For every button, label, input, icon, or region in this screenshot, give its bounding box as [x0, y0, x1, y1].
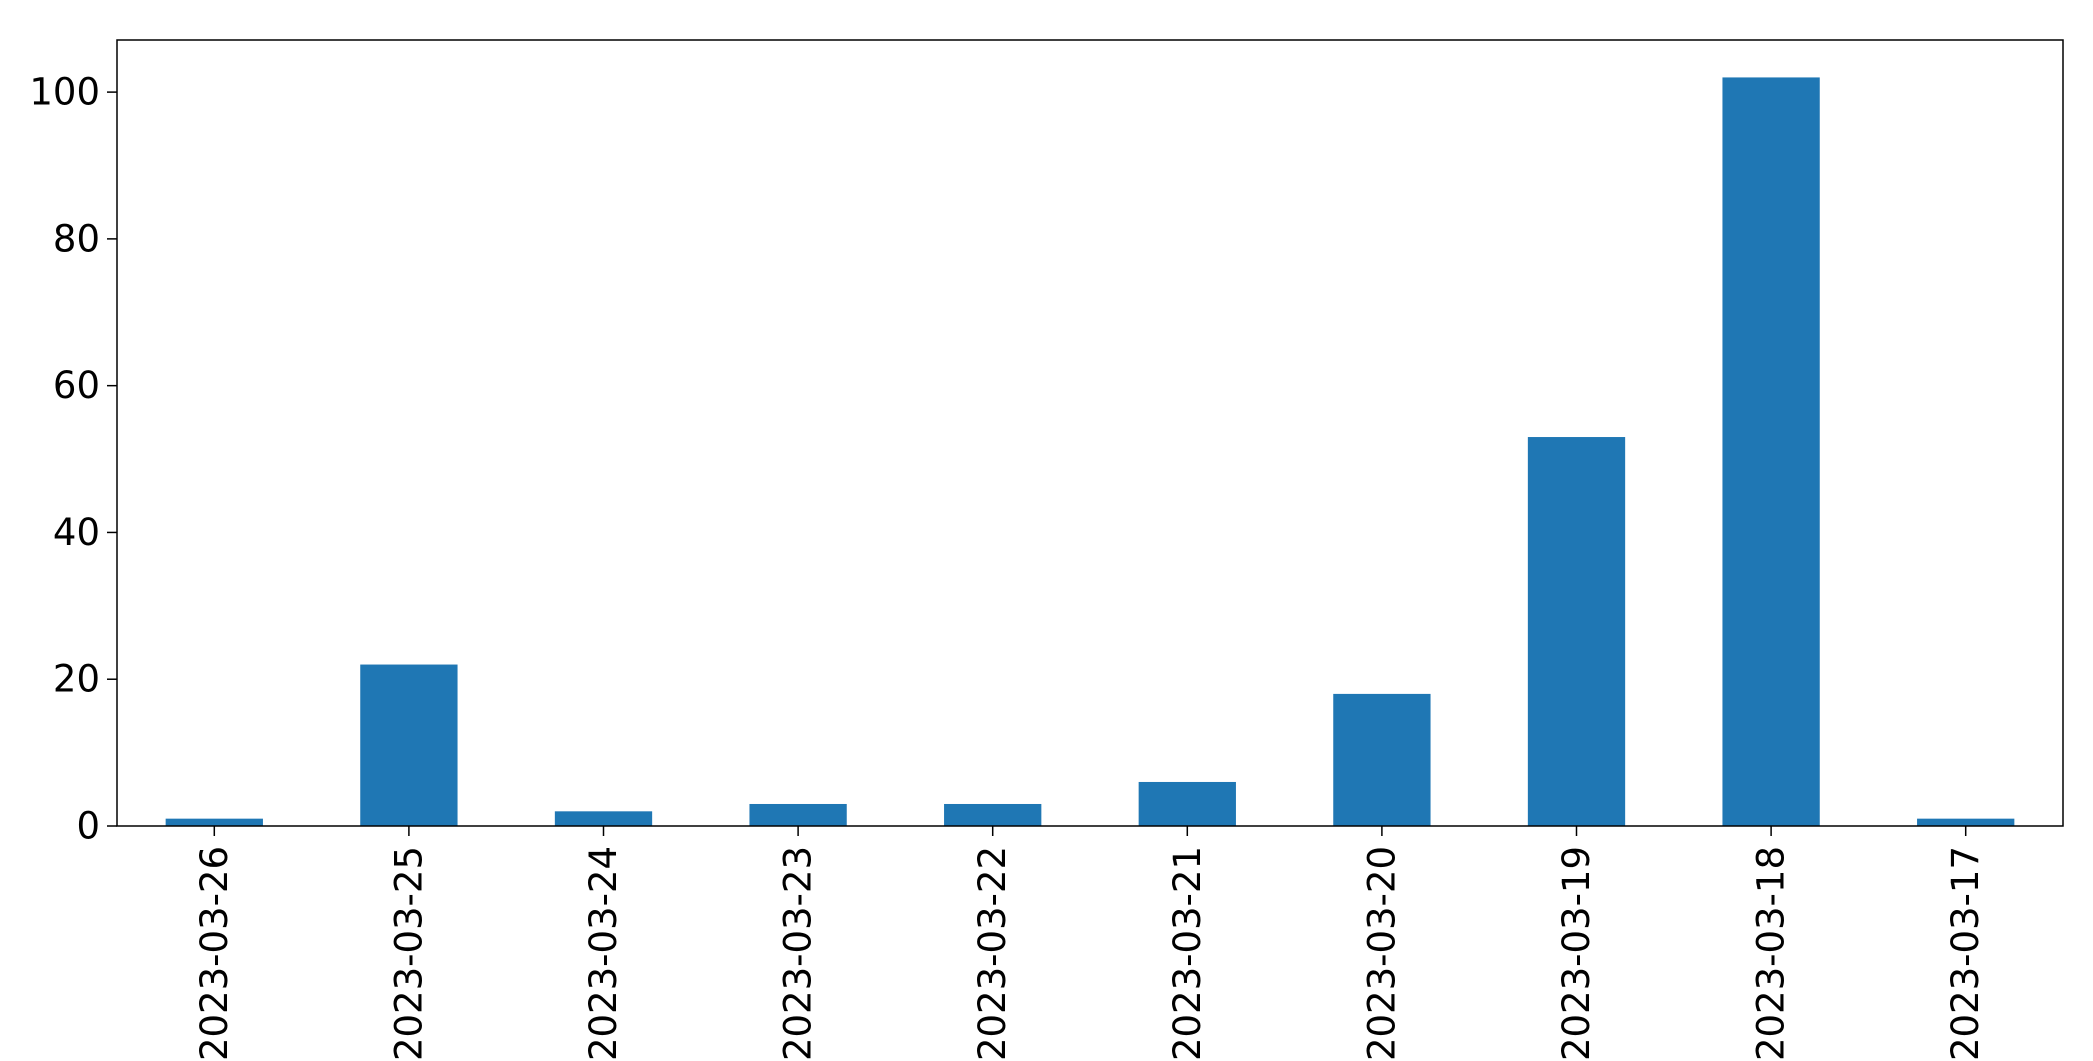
- bar-2023-03-25: [360, 664, 458, 826]
- y-tick-label: 40: [53, 511, 100, 554]
- x-tick-label: 2023-03-26: [193, 846, 236, 1061]
- y-tick-label: 100: [29, 71, 100, 114]
- x-tick-label: 2023-03-20: [1360, 846, 1403, 1061]
- x-tick-label: 2023-03-18: [1750, 846, 1793, 1061]
- x-tick-label: 2023-03-23: [777, 846, 820, 1061]
- y-tick-label: 20: [53, 658, 100, 701]
- bar-2023-03-26: [165, 818, 263, 826]
- y-tick-label: 80: [53, 217, 100, 260]
- x-tick-label: 2023-03-25: [387, 846, 430, 1061]
- x-tick-label: 2023-03-21: [1166, 846, 1209, 1061]
- bar-2023-03-17: [1917, 818, 2015, 826]
- bar-2023-03-19: [1527, 437, 1626, 826]
- bar-2023-03-24: [554, 811, 653, 826]
- y-tick-label: 60: [53, 364, 100, 407]
- bar-2023-03-22: [944, 803, 1042, 826]
- bar-2023-03-20: [1333, 693, 1431, 826]
- bar-2023-03-18: [1722, 77, 1820, 826]
- x-tick-label: 2023-03-22: [971, 846, 1014, 1061]
- bars: [165, 77, 2015, 826]
- x-tick-label: 2023-03-24: [582, 846, 625, 1061]
- bar-2023-03-21: [1138, 781, 1236, 826]
- bar-2023-03-23: [749, 803, 847, 826]
- x-tick-label: 2023-03-17: [1944, 846, 1987, 1061]
- y-tick-label: 0: [76, 805, 100, 848]
- y-axis: 0 20 40 60 80 100: [29, 71, 117, 848]
- x-axis: 2023-03-26 2023-03-25 2023-03-24 2023-03-23…: [193, 826, 1987, 1061]
- x-tick-label: 2023-03-19: [1555, 846, 1598, 1061]
- plot-frame: [116, 39, 2064, 827]
